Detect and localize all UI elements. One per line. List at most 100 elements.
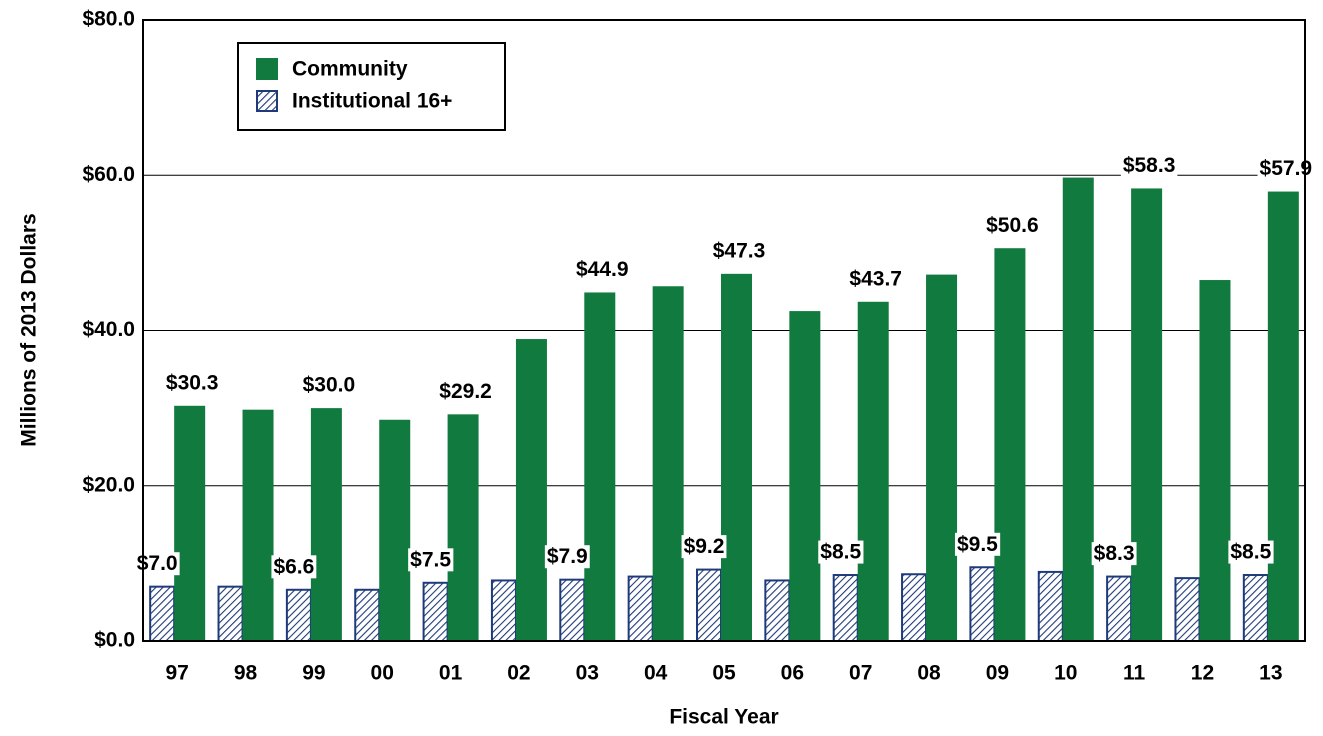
data-label: $47.3	[713, 239, 766, 262]
x-tick-label: 98	[234, 662, 258, 685]
x-tick-label: 05	[712, 662, 736, 685]
x-tick-label: 11	[1123, 662, 1146, 685]
data-label: $7.0	[137, 552, 178, 575]
data-label-bg	[544, 545, 590, 569]
bar	[764, 579, 791, 643]
bar	[1037, 570, 1064, 643]
x-tick-label: 02	[507, 662, 530, 685]
bar	[310, 408, 342, 641]
x-tick-label: 99	[302, 662, 325, 685]
x-tick-label: 09	[986, 662, 1009, 685]
data-label-bg	[271, 555, 317, 579]
data-label: $30.3	[166, 371, 219, 394]
y-axis-label: Millions of 2013 Dollars	[18, 213, 41, 446]
x-tick-label: 04	[644, 662, 668, 685]
data-label-bg	[818, 540, 864, 564]
data-label-bg	[134, 552, 180, 576]
bar	[515, 339, 547, 641]
x-tick-label: 10	[1054, 662, 1077, 685]
data-label: $6.6	[273, 555, 314, 578]
x-tick-label: 03	[576, 662, 599, 685]
data-label-bg	[1091, 542, 1137, 566]
x-tick-label: 07	[849, 662, 872, 685]
data-label-bg	[1257, 157, 1315, 181]
x-tick-label: 12	[1191, 662, 1214, 685]
data-label: $30.0	[303, 374, 356, 397]
data-label: $50.6	[986, 214, 1039, 237]
bar	[422, 581, 449, 642]
bar	[447, 414, 479, 641]
bar	[379, 419, 411, 641]
plot-frame	[142, 19, 1306, 642]
data-label: $8.3	[1094, 542, 1135, 565]
legend-label: Institutional 16+	[292, 90, 452, 113]
bar	[857, 301, 889, 641]
bar	[789, 311, 821, 641]
data-label-bg	[847, 267, 904, 291]
data-label-bg	[710, 239, 768, 263]
bar	[926, 274, 958, 641]
data-label-bg	[1120, 153, 1178, 177]
bar	[832, 574, 859, 642]
x-tick-label: 97	[165, 662, 188, 685]
bar	[1131, 188, 1163, 642]
legend-swatch	[256, 90, 278, 112]
bar	[490, 579, 517, 643]
data-label: $8.5	[820, 541, 861, 564]
bar	[217, 585, 244, 642]
data-label-bg	[954, 532, 1001, 556]
data-label-bg	[408, 548, 454, 572]
bar	[584, 292, 616, 641]
x-tick-label: 08	[917, 662, 941, 685]
data-label: $58.3	[1123, 154, 1176, 177]
data-label-bg	[681, 535, 727, 559]
data-label: $43.7	[849, 267, 902, 290]
bar	[627, 575, 654, 642]
y-tick-label: $0.0	[94, 629, 135, 652]
data-label-bg	[163, 371, 221, 395]
legend-box	[237, 42, 506, 131]
bar	[1062, 177, 1094, 642]
data-label: $57.9	[1260, 157, 1313, 180]
bar	[696, 568, 722, 643]
x-tick-label: 13	[1259, 662, 1282, 685]
bar	[969, 566, 996, 642]
bar	[1199, 280, 1231, 641]
bar	[1242, 574, 1269, 642]
bar	[901, 573, 928, 642]
data-label: $7.5	[410, 548, 451, 571]
legend-label: Community	[292, 58, 408, 81]
bar	[1174, 577, 1201, 643]
bar	[1106, 575, 1133, 642]
y-tick-label: $60.0	[82, 163, 135, 186]
bar	[1267, 191, 1299, 641]
x-tick-label: 01	[439, 662, 463, 685]
bar	[721, 273, 752, 641]
data-label: $9.5	[957, 533, 998, 556]
data-label: $8.5	[1230, 541, 1271, 564]
data-label-bg	[300, 373, 358, 397]
bar	[354, 588, 381, 643]
bar	[559, 578, 586, 643]
x-tick-label: 00	[371, 662, 394, 685]
data-label-bg	[984, 213, 1041, 237]
y-tick-label: $40.0	[82, 318, 135, 341]
bar	[652, 286, 684, 641]
bar	[149, 585, 176, 642]
y-tick-label: $20.0	[82, 473, 135, 496]
bar	[242, 409, 274, 641]
data-label: $29.2	[439, 380, 492, 403]
bar	[285, 588, 312, 643]
data-label: $9.2	[684, 535, 725, 558]
data-label-bg	[574, 258, 631, 282]
legend-swatch	[256, 58, 278, 80]
bar	[994, 248, 1026, 641]
data-label: $7.9	[547, 545, 588, 568]
bar	[174, 405, 206, 641]
y-tick-label: $80.0	[82, 8, 135, 31]
x-tick-label: 06	[781, 662, 804, 685]
data-label-bg	[437, 379, 494, 403]
data-label-bg	[1228, 540, 1274, 564]
data-label: $44.9	[576, 258, 629, 281]
